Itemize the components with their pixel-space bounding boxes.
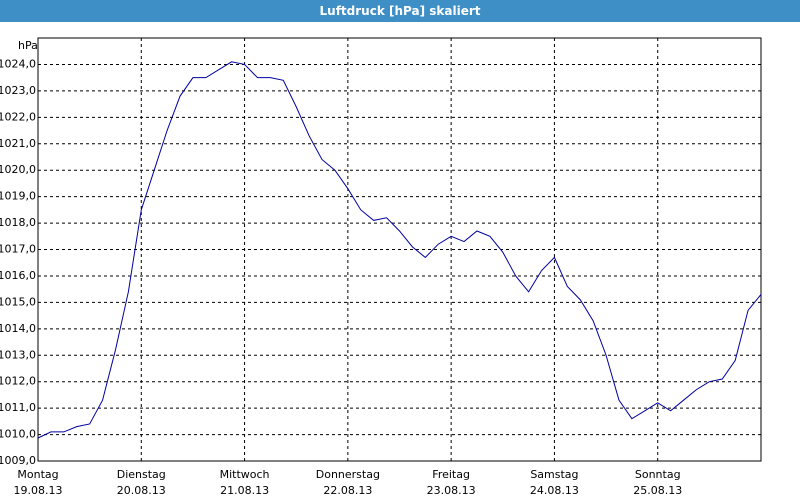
y-tick-label: 1013,0 bbox=[0, 348, 36, 361]
x-tick-date: 20.08.13 bbox=[117, 484, 166, 497]
y-tick-label: 1017,0 bbox=[0, 243, 36, 256]
x-tick-date: 24.08.13 bbox=[530, 484, 579, 497]
title-bar: Luftdruck [hPa] skaliert bbox=[0, 0, 800, 22]
y-unit: hPa bbox=[18, 39, 38, 52]
x-tick-date: 22.08.13 bbox=[323, 484, 372, 497]
y-tick-label: 1016,0 bbox=[0, 269, 36, 282]
x-tick-date: 23.08.13 bbox=[427, 484, 476, 497]
x-tick-date: 19.08.13 bbox=[14, 484, 63, 497]
x-tick-date: 21.08.13 bbox=[220, 484, 269, 497]
y-tick-label: 1019,0 bbox=[0, 190, 36, 203]
y-tick-label: 1010,0 bbox=[0, 428, 36, 441]
x-tick-label: Donnerstag bbox=[316, 468, 380, 481]
x-tick-label: Mittwoch bbox=[220, 468, 270, 481]
x-tick-label: Samstag bbox=[530, 468, 578, 481]
y-tick-label: 1024,0 bbox=[0, 57, 36, 70]
y-tick-label: 1012,0 bbox=[0, 375, 36, 388]
x-tick-label: Freitag bbox=[432, 468, 470, 481]
y-tick-label: 1011,0 bbox=[0, 401, 36, 414]
y-tick-label: 1020,0 bbox=[0, 163, 36, 176]
y-tick-label: 1015,0 bbox=[0, 295, 36, 308]
x-tick-label: Sonntag bbox=[635, 468, 681, 481]
y-tick-label: 1022,0 bbox=[0, 110, 36, 123]
x-tick-label: Dienstag bbox=[117, 468, 166, 481]
x-tick-label: Montag bbox=[17, 468, 58, 481]
y-tick-label: 1018,0 bbox=[0, 216, 36, 229]
pressure-line bbox=[37, 61, 762, 439]
y-tick-label: 1014,0 bbox=[0, 322, 36, 335]
y-tick-label: 1021,0 bbox=[0, 137, 36, 150]
y-tick-label: 1023,0 bbox=[0, 84, 36, 97]
y-tick-label: 1009,0 bbox=[0, 454, 36, 467]
x-tick-date: 25.08.13 bbox=[633, 484, 682, 497]
plot-frame bbox=[37, 37, 762, 462]
